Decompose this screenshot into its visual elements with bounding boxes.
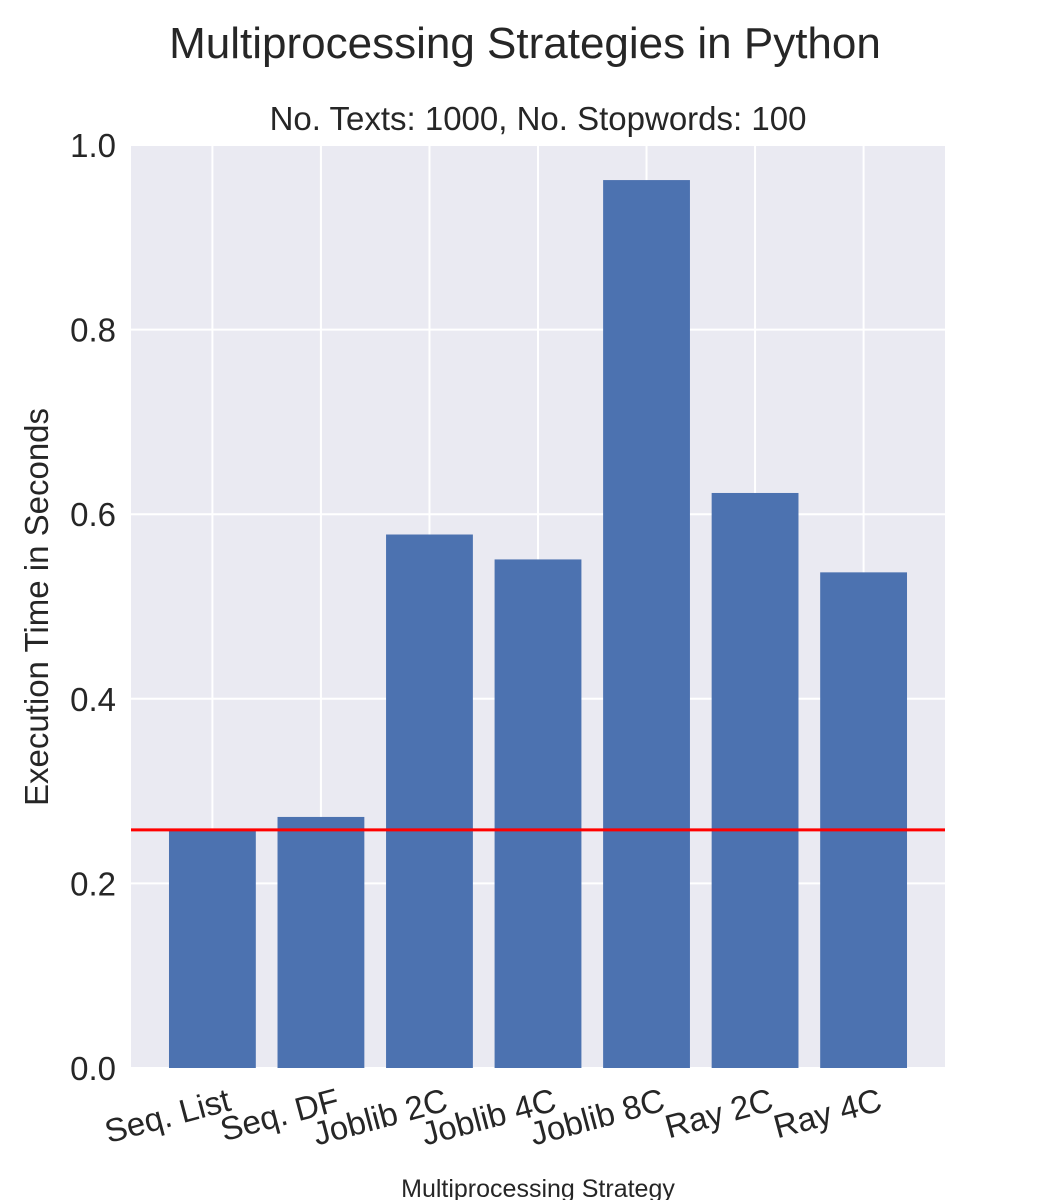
bar xyxy=(386,534,473,1068)
y-tick-label: 0.4 xyxy=(70,681,116,718)
bar xyxy=(711,492,799,1068)
y-tick-label: 0.0 xyxy=(70,1050,116,1087)
x-tick-label: Ray 2C xyxy=(661,1081,777,1145)
y-tick-labels: 0.0 0.2 0.4 0.6 0.8 1.0 xyxy=(70,127,116,1087)
bar xyxy=(820,572,908,1068)
bar xyxy=(168,829,256,1068)
x-tick-label: Seq. List xyxy=(101,1081,235,1150)
y-tick-label: 1.0 xyxy=(70,127,116,164)
y-tick-label: 0.6 xyxy=(70,496,116,533)
bars xyxy=(168,180,908,1069)
y-axis-label: Execution Time in Seconds xyxy=(18,408,55,806)
x-tick-label: Ray 4C xyxy=(770,1081,886,1145)
bar xyxy=(494,559,582,1068)
y-tick-label: 0.2 xyxy=(70,865,116,902)
bar xyxy=(277,816,365,1068)
chart-subtitle: No. Texts: 1000, No. Stopwords: 100 xyxy=(270,100,807,137)
x-axis-label: Multiprocessing Strategy xyxy=(401,1175,675,1200)
chart-title: Multiprocessing Strategies in Python xyxy=(169,19,881,68)
bar xyxy=(603,180,690,1069)
y-tick-label: 0.8 xyxy=(70,312,116,349)
